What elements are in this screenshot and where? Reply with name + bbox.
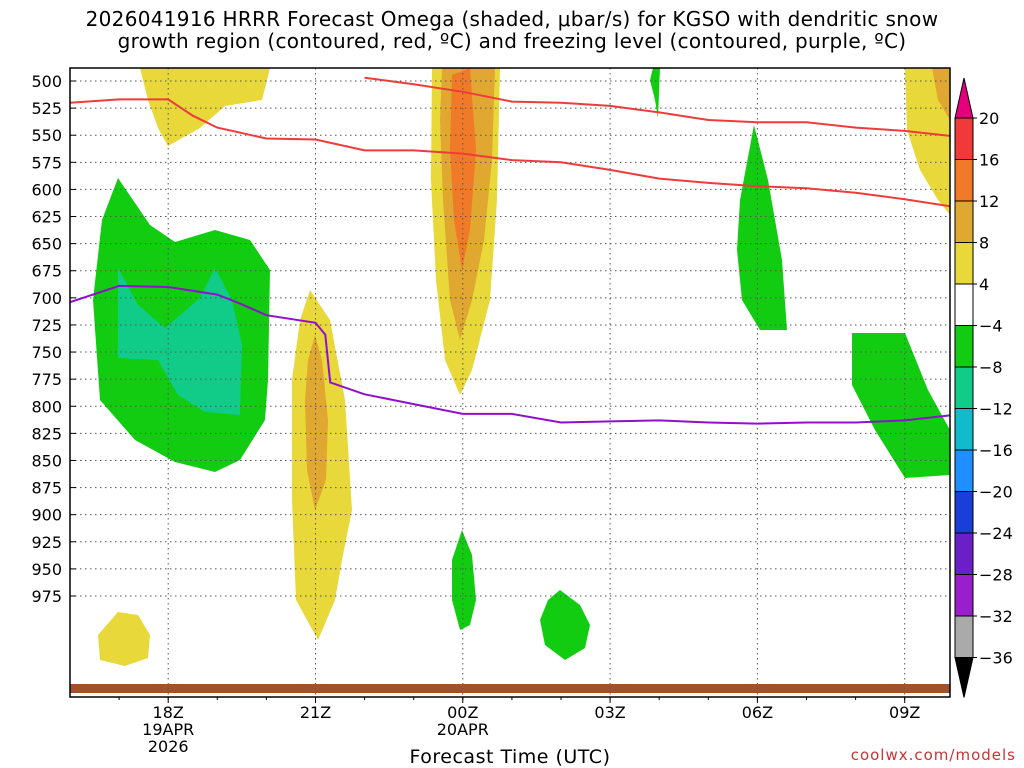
colorbar-segment — [954, 159, 974, 202]
y-tick-label: 625 — [31, 208, 62, 227]
plot-frame — [69, 67, 951, 698]
y-tick-label: 600 — [31, 180, 62, 199]
y-tick-label: 875 — [31, 479, 62, 498]
y-tick-label: 750 — [31, 343, 62, 362]
colorbar-segment — [954, 574, 974, 617]
omega-shading — [93, 68, 950, 666]
colorbar-segment — [954, 449, 974, 492]
colorbar-segment — [954, 242, 974, 285]
colorbar-label: 8 — [979, 234, 989, 253]
colorbar-segment — [954, 491, 974, 534]
omega-shade-4-8 — [98, 612, 150, 666]
grid — [70, 68, 950, 697]
colorbar-top-arrow — [954, 77, 974, 119]
colorbar-label: −32 — [979, 607, 1013, 626]
x-axis-label: Forecast Time (UTC) — [409, 746, 611, 768]
x-tick-date: 19APR — [142, 720, 194, 739]
omega-shade-neg4-8 — [737, 125, 787, 330]
colorbar-label: 12 — [979, 192, 999, 211]
omega-shade-neg4-8 — [540, 590, 590, 660]
colorbar-label: 16 — [979, 151, 999, 170]
colorbar-segment — [954, 200, 974, 243]
x-tick-label: 06Z — [742, 703, 773, 722]
colorbar: 20 16 12 8 4 −4 −8 −12 −16 −20 −24 −28 −32 −36 — [954, 77, 1013, 698]
chart-title-line2: growth region (contoured, red, ºC) and f… — [117, 29, 907, 53]
y-tick-label: 975 — [31, 587, 62, 606]
y-tick-label: 900 — [31, 506, 62, 525]
y-tick-label: 525 — [31, 99, 62, 118]
y-tick-label: 850 — [31, 451, 62, 470]
colorbar-segment — [954, 117, 974, 160]
y-tick-label: 825 — [31, 424, 62, 443]
y-tick-label: 800 — [31, 397, 62, 416]
colorbar-segment — [954, 283, 974, 326]
colorbar-segment — [954, 325, 974, 368]
omega-shade-4-8 — [140, 68, 270, 146]
y-tick-label: 725 — [31, 316, 62, 335]
y-tick-label: 700 — [31, 289, 62, 308]
x-tick-label: 18Z — [153, 703, 184, 722]
y-tick-label: 775 — [31, 370, 62, 389]
colorbar-label: −8 — [979, 358, 1003, 377]
omega-shade-neg4-8 — [852, 333, 950, 478]
y-tick-label: 650 — [31, 235, 62, 254]
x-tick-year: 2026 — [148, 737, 189, 756]
colorbar-segment — [954, 366, 974, 409]
colorbar-label: 20 — [979, 109, 999, 128]
y-tick-label: 550 — [31, 126, 62, 145]
colorbar-label: −36 — [979, 649, 1013, 668]
chart-title: 2026041916 HRRR Forecast Omega (shaded, … — [0, 8, 1024, 52]
colorbar-label: −16 — [979, 441, 1013, 460]
omega-shade-4-8 — [905, 68, 950, 215]
y-tick-label: 575 — [31, 153, 62, 172]
colorbar-segment — [954, 532, 974, 575]
colorbar-label: −20 — [979, 483, 1013, 502]
colorbar-segment — [954, 615, 974, 658]
y-tick-label: 500 — [31, 72, 62, 91]
y-tick-label: 950 — [31, 560, 62, 579]
contour-line — [364, 76, 950, 137]
colorbar-label: −12 — [979, 400, 1013, 419]
omega-shade-neg4-8 — [452, 530, 476, 630]
x-tick-label: 09Z — [889, 703, 920, 722]
ground-surface — [70, 684, 950, 693]
contours — [70, 76, 950, 425]
colorbar-label: 4 — [979, 275, 989, 294]
colorbar-label: −24 — [979, 524, 1013, 543]
omega-shade-neg8-12 — [118, 268, 242, 415]
x-tick-label: 21Z — [300, 703, 331, 722]
contour-line — [70, 98, 950, 208]
y-axis: 500 525 550 575 600 625 650 675 700 725 750 775 800 8… — [31, 72, 76, 606]
credit-text: coolwx.com/models — [850, 746, 1016, 764]
x-tick-label: 00Z — [447, 703, 478, 722]
x-tick-date: 20APR — [437, 720, 489, 739]
contour-line — [70, 284, 950, 425]
colorbar-bottom-arrow — [954, 657, 974, 698]
y-tick-label: 675 — [31, 262, 62, 281]
colorbar-segment — [954, 408, 974, 451]
x-tick-label: 03Z — [594, 703, 625, 722]
omega-shade-neg4-8 — [650, 68, 660, 118]
colorbar-label: −4 — [979, 317, 1003, 336]
chart-title-line1: 2026041916 HRRR Forecast Omega (shaded, … — [85, 7, 939, 31]
colorbar-label: −28 — [979, 566, 1013, 585]
y-tick-label: 925 — [31, 533, 62, 552]
